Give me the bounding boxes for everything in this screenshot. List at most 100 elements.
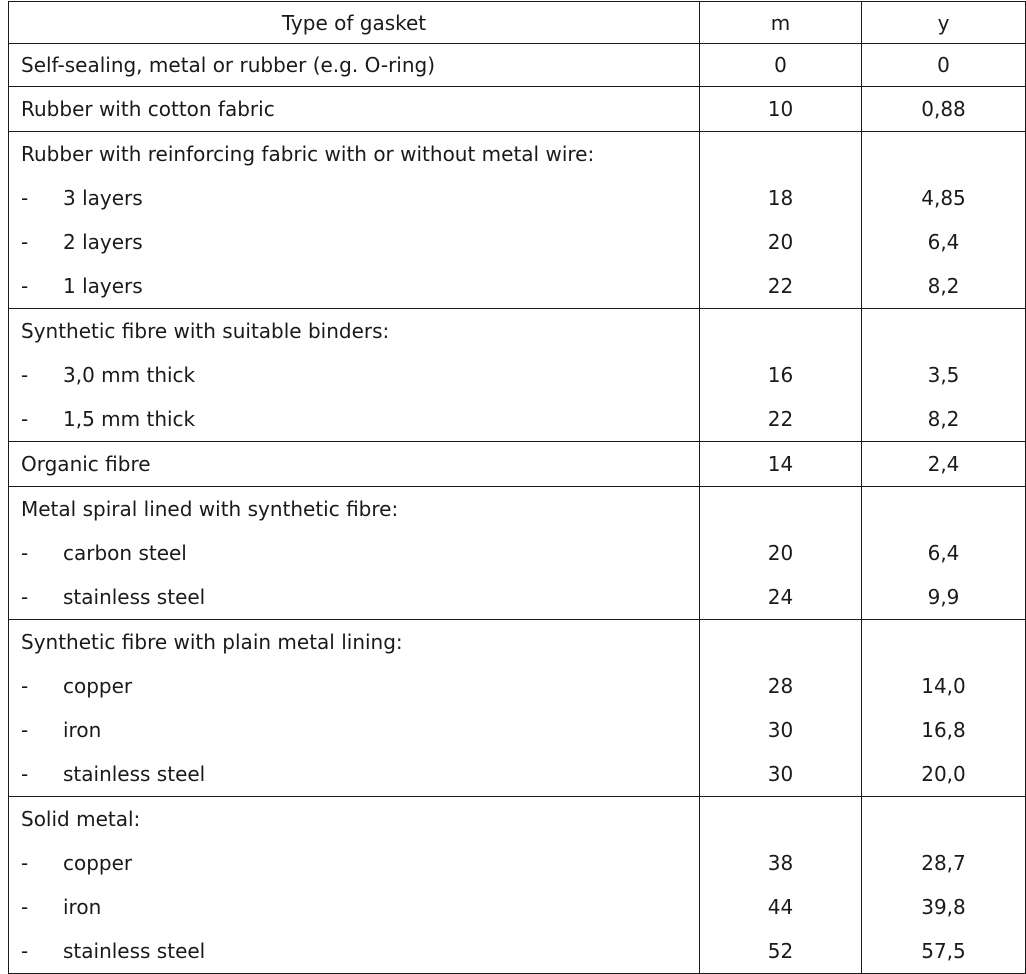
m-value-cell: 0 <box>699 43 862 87</box>
m-value-cell: 16 <box>699 353 862 397</box>
gasket-type-label: iron <box>63 718 102 742</box>
m-value-cell: 30 <box>699 708 862 752</box>
gasket-type-cell: Rubber with reinforcing fabric with or w… <box>8 131 700 176</box>
table-row: - copper 38 28,7 <box>8 841 1026 885</box>
sub-item-cell: - 1,5 mm thick <box>8 397 700 442</box>
m-value-cell: 10 <box>699 86 862 132</box>
gasket-type-cell: Organic fibre <box>8 441 700 487</box>
table-row: - 3 layers 18 4,85 <box>8 176 1026 220</box>
gasket-type-label: Self-sealing, metal or rubber (e.g. O-ri… <box>21 53 436 77</box>
m-value-cell: 22 <box>699 264 862 309</box>
table-row: Self-sealing, metal or rubber (e.g. O-ri… <box>8 43 1026 87</box>
sub-item-cell: - copper <box>8 664 700 708</box>
gasket-type-label: copper <box>63 674 133 698</box>
y-value-cell: 0 <box>861 43 1026 87</box>
m-value-cell: 28 <box>699 664 862 708</box>
y-value-cell: 6,4 <box>861 531 1026 575</box>
gasket-type-label: 3,0 mm thick <box>63 363 196 387</box>
y-value-cell <box>861 131 1026 176</box>
y-value-cell: 2,4 <box>861 441 1026 487</box>
sub-item-cell: - 3 layers <box>8 176 700 220</box>
y-value-cell: 4,85 <box>861 176 1026 220</box>
y-value-cell <box>861 308 1026 353</box>
m-value-cell: 20 <box>699 531 862 575</box>
y-value-cell: 9,9 <box>861 575 1026 620</box>
sub-item-dash: - <box>21 230 29 254</box>
sub-item-dash: - <box>21 718 29 742</box>
y-value-cell: 39,8 <box>861 885 1026 929</box>
sub-item-cell: - carbon steel <box>8 531 700 575</box>
table-row: - stainless steel 24 9,9 <box>8 575 1026 620</box>
m-value-cell: 24 <box>699 575 862 620</box>
gasket-type-cell: Solid metal: <box>8 796 700 841</box>
y-value-cell: 6,4 <box>861 220 1026 264</box>
gasket-type-label: stainless steel <box>63 762 206 786</box>
table-row: Solid metal: <box>8 796 1026 841</box>
gasket-type-label: Synthetic fibre with suitable binders: <box>21 319 390 343</box>
table-row: Organic fibre 14 2,4 <box>8 441 1026 487</box>
table-row: Metal spiral lined with synthetic fibre: <box>8 486 1026 531</box>
gasket-type-label: 1,5 mm thick <box>63 407 196 431</box>
table-row: - carbon steel 20 6,4 <box>8 531 1026 575</box>
m-value-cell: 52 <box>699 929 862 974</box>
gasket-type-cell: Synthetic fibre with plain metal lining: <box>8 619 700 664</box>
m-value-cell: 14 <box>699 441 862 487</box>
y-value-cell: 16,8 <box>861 708 1026 752</box>
table-row: - 1,5 mm thick 22 8,2 <box>8 397 1026 442</box>
y-value-cell: 20,0 <box>861 752 1026 797</box>
gasket-type-label: Metal spiral lined with synthetic fibre: <box>21 497 399 521</box>
m-value-cell: 18 <box>699 176 862 220</box>
sub-item-cell: - stainless steel <box>8 575 700 620</box>
gasket-type-cell: Rubber with cotton fabric <box>8 86 700 132</box>
y-value-cell: 3,5 <box>861 353 1026 397</box>
m-value-cell: 38 <box>699 841 862 885</box>
m-value-cell <box>699 486 862 531</box>
table-row: - stainless steel 30 20,0 <box>8 752 1026 797</box>
m-value-cell: 20 <box>699 220 862 264</box>
table-row: - 1 layers 22 8,2 <box>8 264 1026 309</box>
sub-item-cell: - 3,0 mm thick <box>8 353 700 397</box>
gasket-type-label: 2 layers <box>63 230 143 254</box>
table-row: Synthetic fibre with suitable binders: <box>8 308 1026 353</box>
sub-item-cell: - 1 layers <box>8 264 700 309</box>
gasket-type-label: Synthetic fibre with plain metal lining: <box>21 630 403 654</box>
sub-item-dash: - <box>21 851 29 875</box>
y-value-cell <box>861 619 1026 664</box>
header-m: m <box>699 1 862 44</box>
table-body: Self-sealing, metal or rubber (e.g. O-ri… <box>8 43 1026 974</box>
gasket-type-label: Organic fibre <box>21 452 151 476</box>
gasket-type-label: stainless steel <box>63 585 206 609</box>
table-row: Synthetic fibre with plain metal lining: <box>8 619 1026 664</box>
m-value-cell: 22 <box>699 397 862 442</box>
header-row: Type of gasket m y <box>8 1 1026 44</box>
table-row: - iron 30 16,8 <box>8 708 1026 752</box>
gasket-type-label: 1 layers <box>63 274 143 298</box>
m-value-cell <box>699 796 862 841</box>
sub-item-dash: - <box>21 407 29 431</box>
gasket-table: Type of gasket m y Self-sealing, metal o… <box>8 1 1026 974</box>
m-value-cell: 30 <box>699 752 862 797</box>
sub-item-cell: - stainless steel <box>8 752 700 797</box>
sub-item-cell: - copper <box>8 841 700 885</box>
sub-item-dash: - <box>21 762 29 786</box>
sub-item-cell: - 2 layers <box>8 220 700 264</box>
gasket-type-label: Solid metal: <box>21 807 141 831</box>
table-row: - iron 44 39,8 <box>8 885 1026 929</box>
gasket-type-label: Rubber with cotton fabric <box>21 97 275 121</box>
gasket-type-cell: Metal spiral lined with synthetic fibre: <box>8 486 700 531</box>
sub-item-cell: - stainless steel <box>8 929 700 974</box>
y-value-cell: 8,2 <box>861 397 1026 442</box>
sub-item-dash: - <box>21 186 29 210</box>
m-value-cell: 44 <box>699 885 862 929</box>
sub-item-dash: - <box>21 541 29 565</box>
header-y: y <box>861 1 1026 44</box>
sub-item-dash: - <box>21 939 29 963</box>
table-row: - 2 layers 20 6,4 <box>8 220 1026 264</box>
m-value-cell <box>699 308 862 353</box>
sub-item-dash: - <box>21 585 29 609</box>
table-row: - copper 28 14,0 <box>8 664 1026 708</box>
table-row: - 3,0 mm thick 16 3,5 <box>8 353 1026 397</box>
gasket-type-label: stainless steel <box>63 939 206 963</box>
y-value-cell <box>861 796 1026 841</box>
y-value-cell: 28,7 <box>861 841 1026 885</box>
